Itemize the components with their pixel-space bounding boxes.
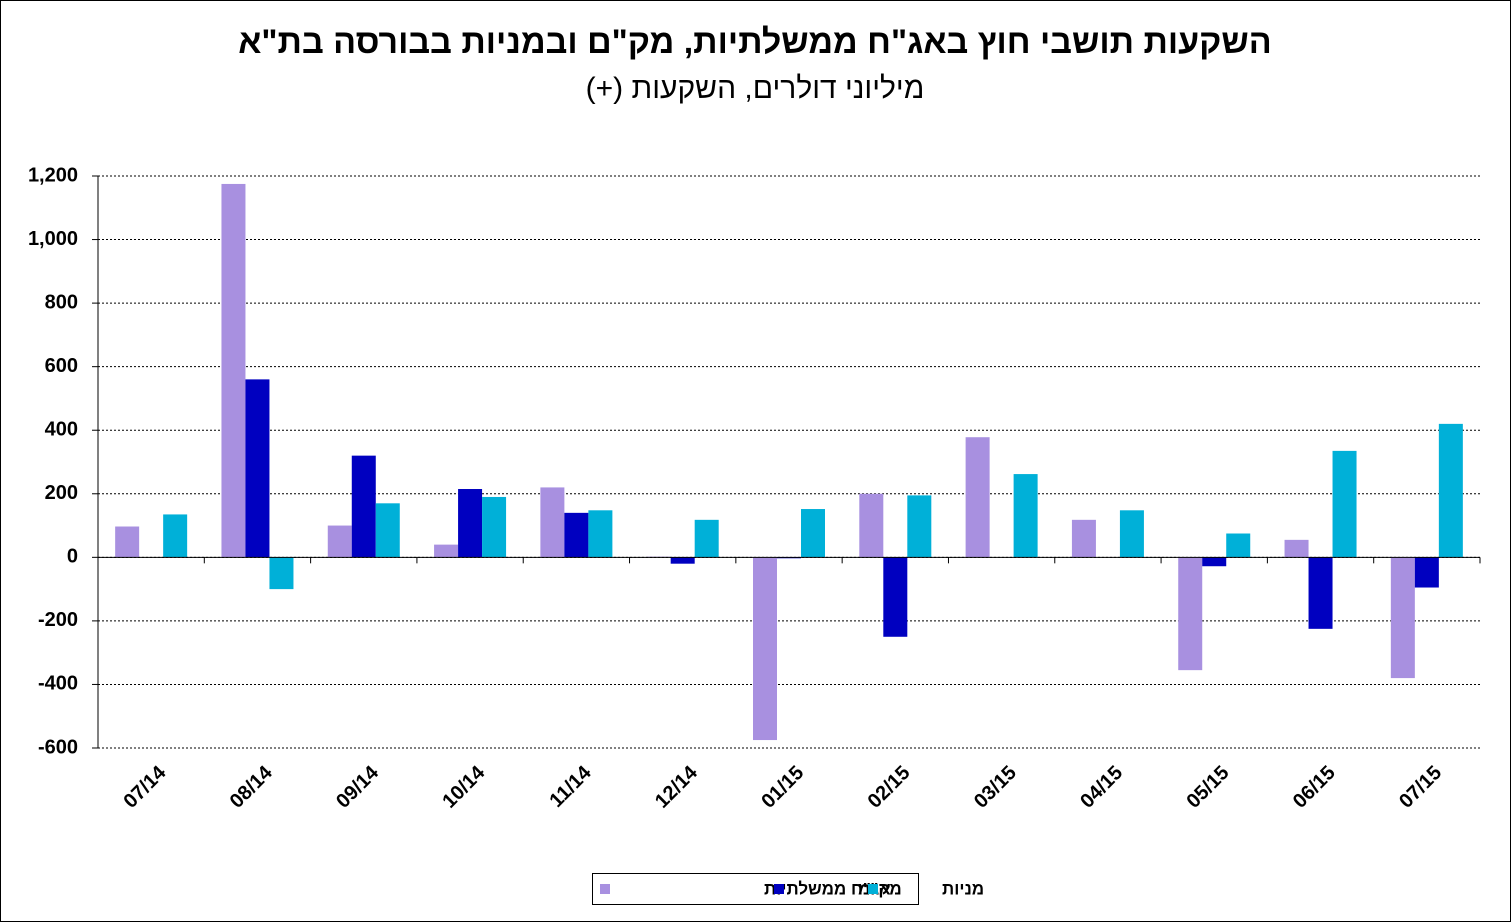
bar bbox=[859, 493, 884, 558]
bar bbox=[1119, 510, 1144, 558]
bar bbox=[115, 526, 140, 558]
bar bbox=[375, 503, 400, 558]
bar bbox=[670, 557, 695, 564]
y-tick-label: 400 bbox=[45, 419, 78, 441]
legend-label: מק"מ bbox=[858, 879, 902, 898]
bar bbox=[221, 183, 246, 558]
bar bbox=[588, 510, 613, 558]
legend-swatch bbox=[774, 884, 784, 894]
bar bbox=[1332, 450, 1357, 558]
y-tick-label: -600 bbox=[38, 736, 78, 758]
bar bbox=[458, 489, 483, 558]
bar bbox=[351, 455, 376, 558]
y-tick-label: -200 bbox=[38, 609, 78, 631]
legend-box bbox=[592, 873, 919, 905]
bar bbox=[1308, 557, 1333, 629]
bar bbox=[540, 487, 565, 558]
bar bbox=[564, 512, 589, 558]
bar bbox=[269, 557, 294, 590]
legend-label: מניות bbox=[942, 879, 984, 898]
bar bbox=[1013, 474, 1038, 558]
bar bbox=[482, 496, 507, 558]
bar bbox=[245, 379, 270, 558]
y-tick-label: 200 bbox=[45, 482, 78, 504]
bar bbox=[753, 557, 777, 741]
y-tick-label: 800 bbox=[45, 291, 78, 313]
bar bbox=[694, 519, 719, 558]
bar bbox=[907, 495, 932, 558]
legend-swatch bbox=[868, 884, 878, 894]
legend-label: אג"ח ממשלתיות bbox=[764, 879, 891, 898]
bar bbox=[434, 544, 459, 558]
bar bbox=[1414, 557, 1439, 588]
bar bbox=[1202, 557, 1227, 567]
chart-title: השקעות תושבי חוץ באג"ח ממשלתיות, מק"ם וב… bbox=[238, 23, 1272, 61]
y-tick-label: 600 bbox=[45, 355, 78, 377]
bar bbox=[1178, 557, 1203, 671]
bar bbox=[1390, 557, 1415, 679]
bar bbox=[883, 557, 908, 637]
bar bbox=[163, 514, 188, 558]
bar bbox=[1438, 423, 1463, 558]
bar bbox=[1284, 539, 1309, 558]
bar bbox=[327, 525, 352, 558]
y-tick-label: -400 bbox=[38, 673, 78, 695]
bar bbox=[965, 437, 990, 558]
legend-swatch bbox=[600, 884, 610, 894]
chart-subtitle: מיליוני דולרים, השקעות (+) bbox=[586, 72, 925, 105]
bar bbox=[801, 509, 825, 558]
bar bbox=[1226, 533, 1251, 558]
y-tick-label: 1,200 bbox=[28, 164, 78, 186]
bar bbox=[1071, 519, 1096, 558]
y-tick-label: 1,000 bbox=[28, 228, 78, 250]
y-tick-label: 0 bbox=[67, 546, 78, 568]
